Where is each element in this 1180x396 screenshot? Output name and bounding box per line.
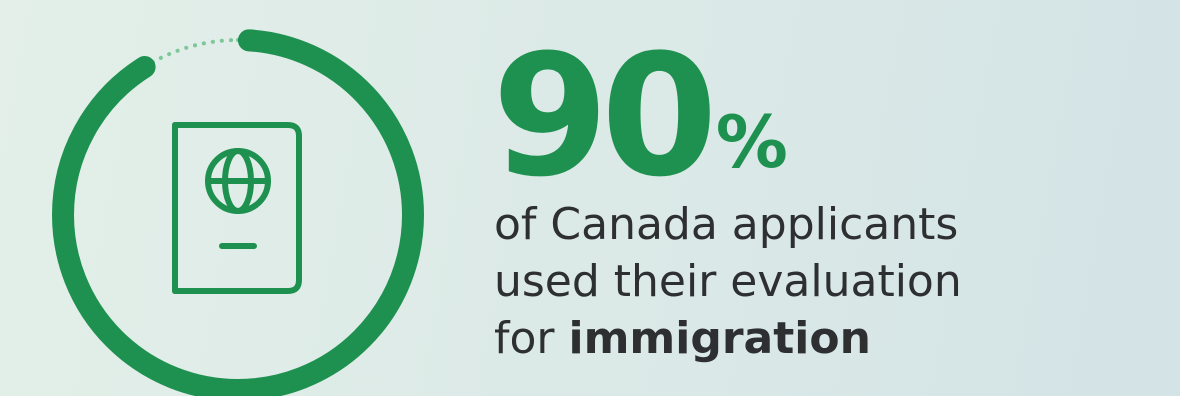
stat-unit: % [715, 100, 788, 184]
headline-statistic: 90 % [492, 10, 788, 200]
caption-emphasis: immigration [568, 313, 871, 364]
caption-line-3: for immigration [494, 310, 1174, 367]
stat-caption: of Canada applicants used their evaluati… [494, 196, 1174, 367]
caption-line-1: of Canada applicants [494, 199, 959, 250]
progress-ring [52, 29, 424, 396]
stat-value: 90 [492, 18, 718, 214]
caption-line-2: used their evaluation [494, 256, 962, 307]
caption-line-3-prefix: for [494, 313, 569, 364]
passport-icon [172, 122, 302, 294]
progress-ring-fill [52, 29, 424, 396]
